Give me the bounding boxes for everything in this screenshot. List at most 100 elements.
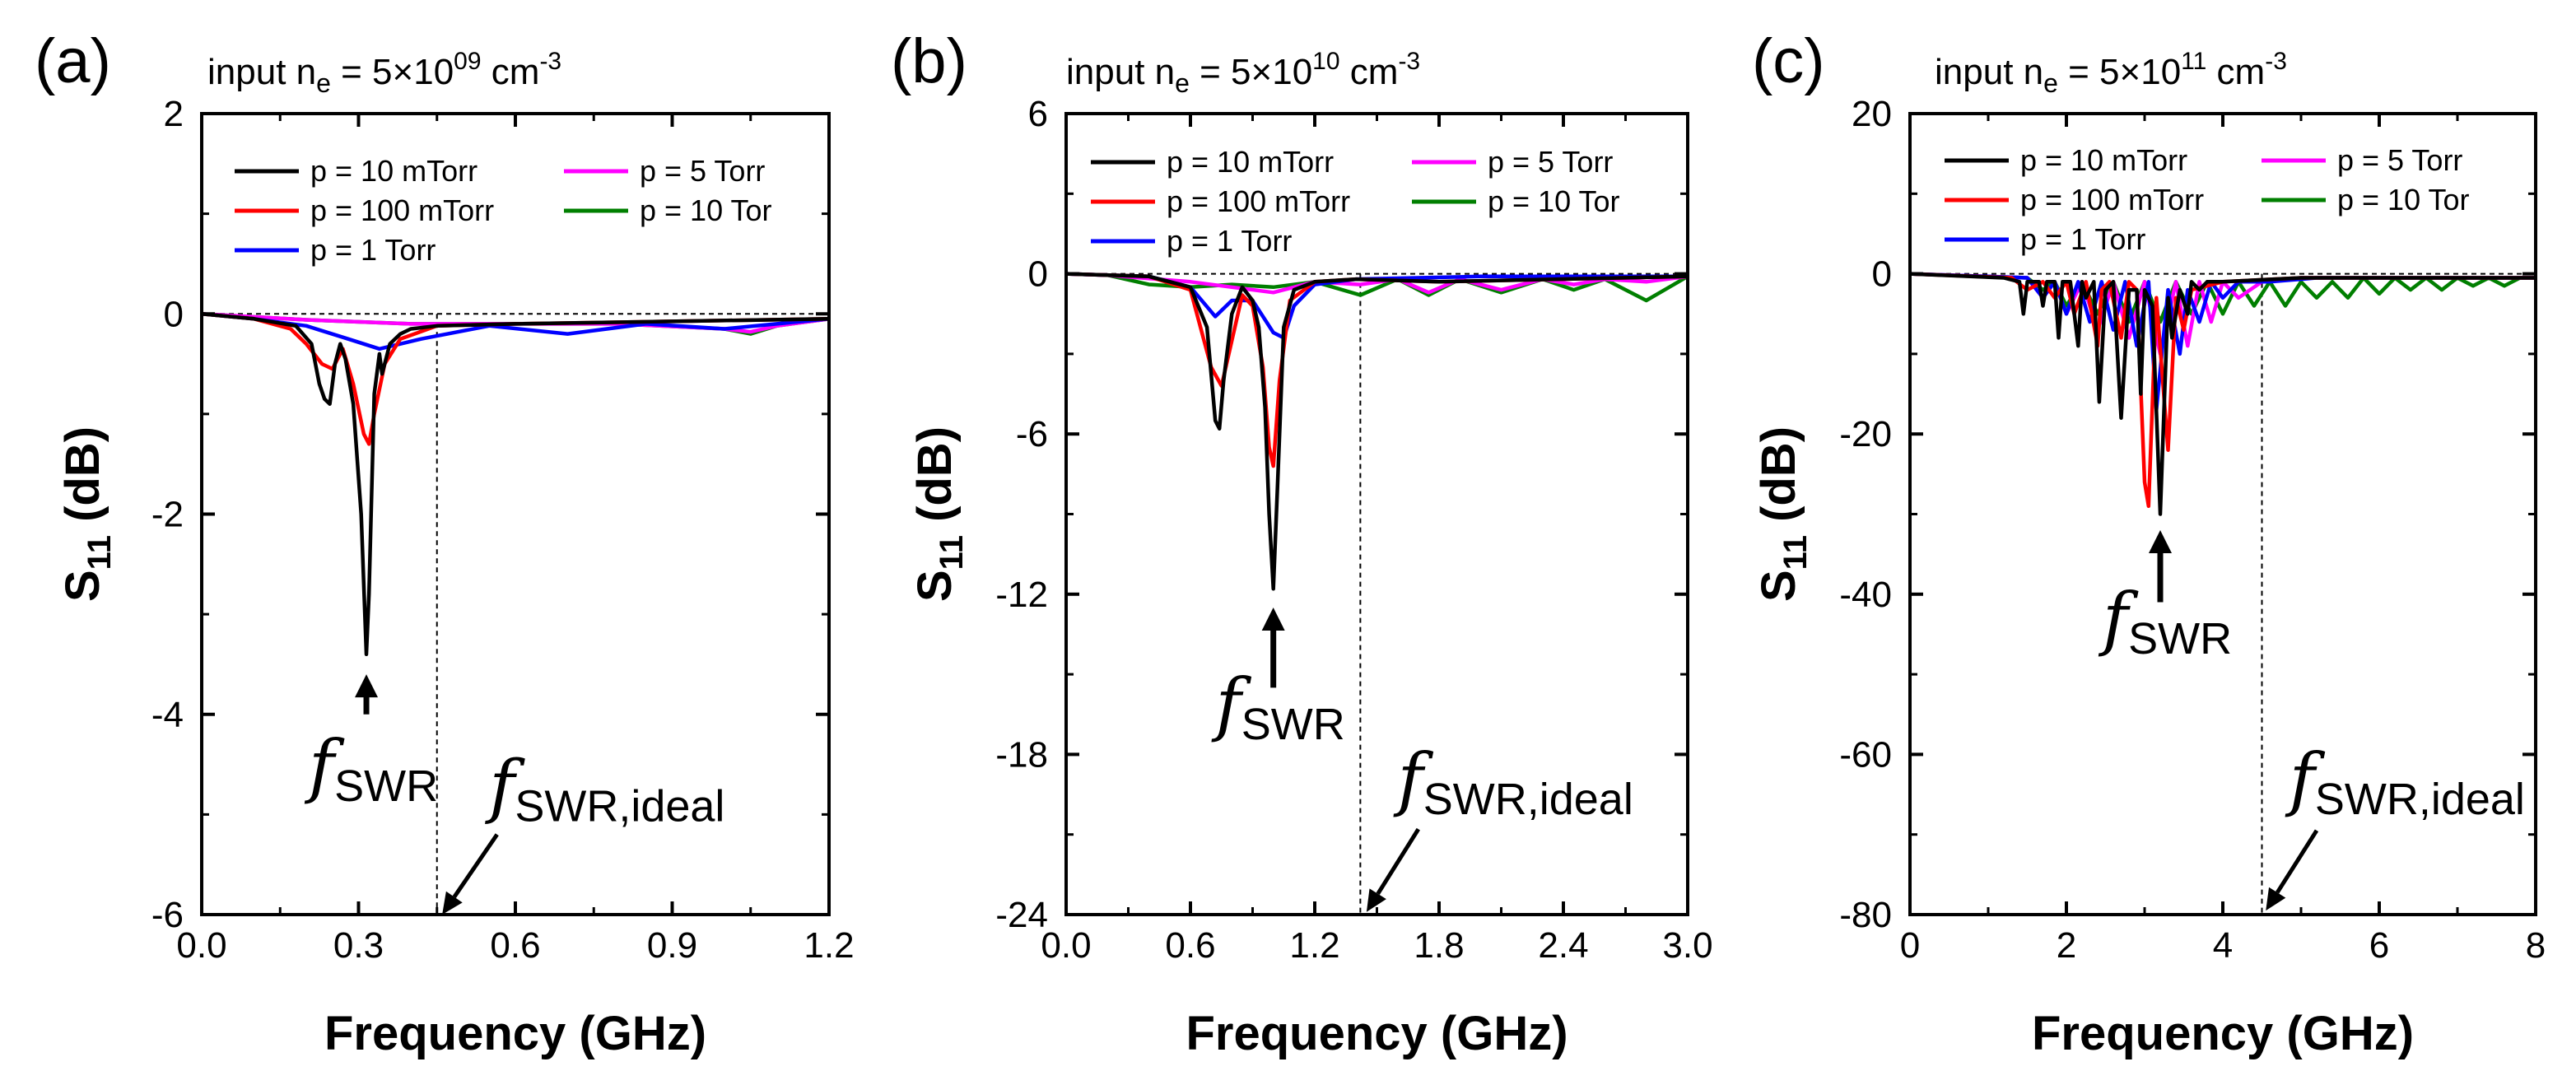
series-line bbox=[1910, 272, 2536, 412]
density-label-prefix: input n bbox=[1066, 52, 1175, 92]
y-axis-title-main: S bbox=[1752, 570, 1805, 602]
x-tick-label: 0.6 bbox=[490, 925, 540, 966]
y-axis-title-rest: (dB) bbox=[908, 426, 962, 535]
ideal-arrow-shaft bbox=[452, 833, 499, 898]
legend: p = 10 mTorr p = 100 mTorr p = 1 Torr p = 5… bbox=[1091, 145, 1619, 258]
y-tick-label: -60 bbox=[1839, 734, 1892, 775]
ideal-annotation-label: fSWR,ideal bbox=[2285, 738, 2525, 824]
ideal-arrow-head bbox=[442, 891, 463, 915]
y-axis-title-rest: (dB) bbox=[56, 426, 109, 535]
legend-label: p = 10 Tor bbox=[1488, 184, 1619, 218]
y-tick-label: -6 bbox=[151, 895, 184, 935]
series-line bbox=[202, 312, 829, 657]
series-line bbox=[1910, 272, 2536, 516]
x-tick-label: 0.3 bbox=[333, 925, 384, 966]
legend-label: p = 5 Torr bbox=[1488, 145, 1613, 179]
density-label-sub: e bbox=[2043, 68, 2058, 98]
density-label-sub: e bbox=[316, 68, 331, 98]
swr-annotation-label: fSWR bbox=[2098, 578, 2232, 664]
panel-label: (c) bbox=[1752, 26, 1825, 96]
swr-annotation-sub: SWR bbox=[2128, 614, 2232, 664]
ideal-arrow-head bbox=[2266, 887, 2286, 911]
density-label-unit: cm bbox=[1340, 52, 1399, 92]
x-tick-label: 1.2 bbox=[1289, 925, 1339, 966]
y-axis-title-rest: (dB) bbox=[1752, 426, 1805, 535]
y-axis-title-sub: 11 bbox=[82, 535, 118, 570]
ideal-arrow-shaft bbox=[1376, 827, 1420, 896]
density-label-sup: 09 bbox=[454, 48, 481, 75]
legend-label: p = 1 Torr bbox=[310, 233, 436, 267]
legend: p = 10 mTorr p = 100 mTorr p = 1 Torr p = 5… bbox=[1945, 143, 2469, 256]
density-label-sup: 11 bbox=[2181, 48, 2206, 75]
legend-label: p = 5 Torr bbox=[2337, 143, 2462, 177]
panel-label: (a) bbox=[35, 26, 111, 96]
swr-arrow-head bbox=[1261, 608, 1285, 631]
swr-arrow-head bbox=[2149, 529, 2172, 553]
y-tick-label: -4 bbox=[151, 695, 184, 735]
panel-b: (b) input ne = 5×1010 cm-3 0.0 0.6 1.2 1.8 2.4… bbox=[891, 26, 1713, 1060]
ideal-annotation-sub: SWR,ideal bbox=[2315, 775, 2525, 824]
series-line bbox=[1066, 272, 1688, 591]
ideal-annotation-sub: SWR,ideal bbox=[1423, 775, 1633, 824]
swr-annotation-label: fSWR bbox=[1211, 664, 1345, 749]
y-tick-label: -24 bbox=[995, 895, 1048, 935]
x-tick-label: 0.9 bbox=[647, 925, 697, 966]
legend-label: p = 10 Tor bbox=[640, 193, 771, 227]
x-tick-label: 0.0 bbox=[176, 925, 226, 966]
x-tick-label: 6 bbox=[2369, 925, 2389, 966]
x-axis-title: Frequency (GHz) bbox=[1186, 1007, 1567, 1060]
panel-a: (a) input ne = 5×1009 cm-3 0.0 0.3 0.6 0.9 1.2… bbox=[35, 26, 855, 1060]
legend-label: p = 100 mTorr bbox=[2020, 183, 2204, 217]
y-axis-title-main: S bbox=[56, 570, 109, 602]
legend-label: p = 1 Torr bbox=[1167, 224, 1292, 258]
x-tick-label: 1.2 bbox=[804, 925, 854, 966]
ideal-arrow-head bbox=[1366, 888, 1386, 912]
ideal-annotation-label: fSWR,ideal bbox=[484, 745, 724, 831]
legend-label: p = 10 Tor bbox=[2337, 183, 2469, 217]
ideal-annotation-label: fSWR,ideal bbox=[1393, 738, 1633, 824]
y-axis-title: S11 (dB) bbox=[908, 426, 970, 602]
y-tick-label: -20 bbox=[1839, 414, 1892, 454]
series-group bbox=[202, 312, 829, 657]
panel-label: (b) bbox=[891, 26, 967, 96]
y-tick-label: -2 bbox=[151, 495, 184, 535]
y-tick-label: -12 bbox=[995, 575, 1048, 615]
density-label-unit-sup: -3 bbox=[539, 48, 561, 75]
density-label-mid: = 5×10 bbox=[2058, 52, 2181, 92]
legend-label: p = 100 mTorr bbox=[1167, 184, 1350, 218]
y-axis-title-sub: 11 bbox=[934, 535, 970, 570]
density-label: input ne = 5×1009 cm-3 bbox=[207, 48, 561, 98]
x-tick-label: 2.4 bbox=[1538, 925, 1588, 966]
density-label-unit: cm bbox=[2206, 52, 2265, 92]
density-label-mid: = 5×10 bbox=[1190, 52, 1312, 92]
ideal-annotation-sub: SWR,ideal bbox=[515, 781, 724, 831]
x-tick-label: 0.0 bbox=[1041, 925, 1091, 966]
x-axis-title: Frequency (GHz) bbox=[324, 1007, 706, 1060]
y-tick-label: 6 bbox=[1028, 94, 1048, 134]
density-label: input ne = 5×1011 cm-3 bbox=[1935, 48, 2287, 98]
ideal-arrow-shaft bbox=[2276, 829, 2319, 894]
swr-annotation-sub: SWR bbox=[334, 761, 438, 811]
density-label-unit: cm bbox=[482, 52, 540, 92]
density-label-unit-sup: -3 bbox=[2265, 48, 2287, 75]
density-label-sup: 10 bbox=[1312, 48, 1339, 75]
x-tick-label: 8 bbox=[2526, 925, 2546, 966]
series-line bbox=[1066, 272, 1688, 468]
density-label-unit-sup: -3 bbox=[1398, 48, 1420, 75]
y-axis-title-sub: 11 bbox=[1777, 535, 1814, 570]
x-axis-title: Frequency (GHz) bbox=[2032, 1007, 2414, 1060]
y-tick-label: 20 bbox=[1852, 94, 1892, 134]
x-tick-label: 1.8 bbox=[1414, 925, 1464, 966]
density-label-mid: = 5×10 bbox=[331, 52, 454, 92]
series-line bbox=[202, 312, 829, 446]
series-group bbox=[1910, 272, 2536, 516]
x-tick-label: 0.6 bbox=[1165, 925, 1215, 966]
legend-label: p = 1 Torr bbox=[2020, 222, 2145, 256]
y-axis-title-main: S bbox=[908, 570, 962, 602]
swr-annotation-label: fSWR bbox=[304, 725, 438, 811]
y-tick-label: 0 bbox=[1872, 254, 1892, 295]
y-tick-label: 0 bbox=[164, 294, 184, 334]
legend-label: p = 10 mTorr bbox=[310, 154, 477, 188]
legend-label: p = 100 mTorr bbox=[310, 193, 494, 227]
